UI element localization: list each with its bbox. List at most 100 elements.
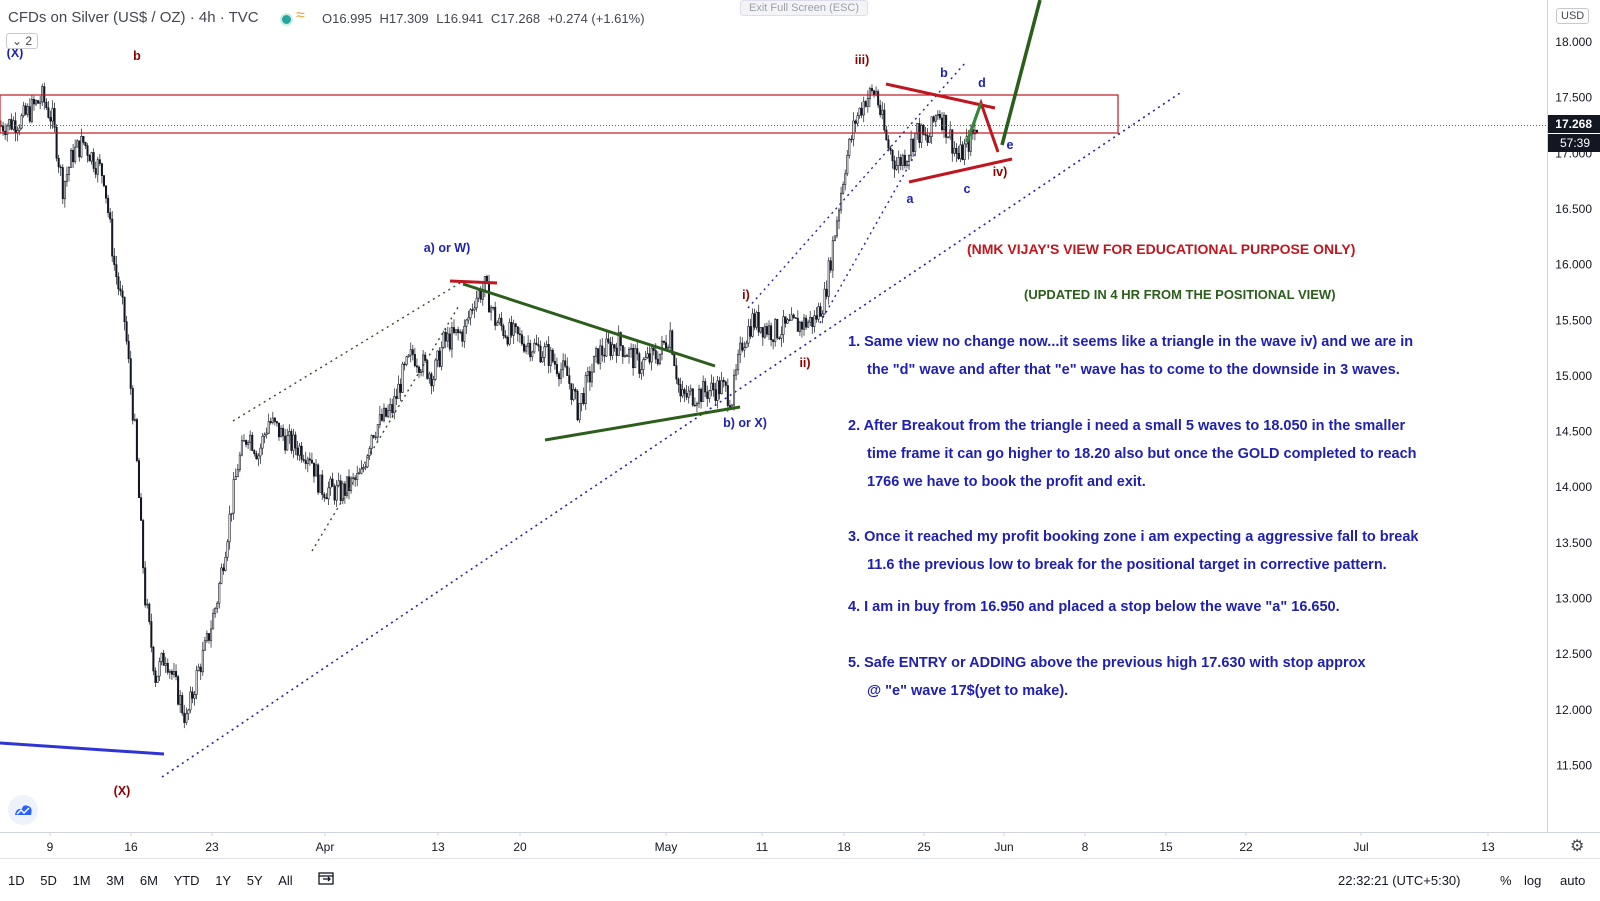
time-tick: 23 <box>205 840 219 854</box>
candle-body <box>162 652 165 666</box>
candle-body <box>516 326 519 335</box>
range-1m[interactable]: 1M <box>72 873 91 888</box>
candle-body <box>685 393 688 398</box>
candle-body <box>844 173 847 185</box>
auto-scale-button[interactable]: auto <box>1560 873 1586 888</box>
candle-body <box>352 477 355 479</box>
candle-body <box>426 360 429 379</box>
goto-date-icon[interactable] <box>318 871 334 885</box>
candle-body <box>603 354 606 357</box>
candle-body <box>259 447 262 457</box>
candle-body <box>502 325 505 336</box>
candle-body <box>409 349 412 356</box>
candle-body <box>809 316 812 323</box>
candle-body <box>757 311 760 333</box>
currency-button[interactable]: USD <box>1556 8 1590 24</box>
range-6m[interactable]: 6M <box>139 873 158 888</box>
candle-body <box>255 453 258 460</box>
price-flags: 17.268 57:39 <box>1548 115 1600 152</box>
candle-body <box>63 181 66 200</box>
annotation-line: 2. After Breakout from the triangle i ne… <box>848 418 1405 434</box>
price-axis[interactable]: 18.00017.50017.00016.50016.00015.50015.0… <box>1555 35 1592 772</box>
candle-body <box>640 369 643 374</box>
candle-body <box>938 113 941 119</box>
candle-body <box>551 349 554 362</box>
clock[interactable]: 22:32:21 (UTC+5:30) <box>1338 873 1461 888</box>
candle-body <box>582 393 585 404</box>
candle-body <box>566 365 569 376</box>
candle-body <box>123 296 126 323</box>
annotation-subtitle: (UPDATED IN 4 HR FROM THE POSITIONAL VIE… <box>1024 287 1336 302</box>
candle-body <box>271 417 274 424</box>
candle-body <box>735 369 738 376</box>
candle-body <box>650 347 653 363</box>
candle-body <box>609 341 612 356</box>
candle-body <box>916 123 919 134</box>
candle-body <box>638 353 641 374</box>
candle-body <box>148 603 151 622</box>
close-value: C17.268 <box>490 11 541 26</box>
annotation-line: 5. Safe ENTRY or ADDING above the previo… <box>848 655 1366 671</box>
candle-body <box>646 353 649 358</box>
price-chart[interactable]: 18.00017.50017.00016.50016.00015.50015.0… <box>0 0 1600 858</box>
percent-scale-button[interactable]: % <box>1500 873 1512 888</box>
candle-body <box>885 129 888 141</box>
candle-body <box>595 348 598 357</box>
candle-body <box>780 334 783 339</box>
candle-body <box>848 138 851 156</box>
candle-body <box>407 354 410 358</box>
candle-body <box>574 389 577 392</box>
candle-body <box>936 113 939 117</box>
settings-gear-icon[interactable]: ⚙ <box>1570 838 1585 855</box>
range-3m[interactable]: 3M <box>106 873 125 888</box>
range-ytd[interactable]: YTD <box>173 873 200 888</box>
candle-body <box>131 388 134 421</box>
candle-body <box>819 306 822 317</box>
candle-body <box>205 633 208 642</box>
symbol-title[interactable]: CFDs on Silver (US$ / OZ) · 4h · TVC <box>8 9 259 26</box>
candle-body <box>230 512 233 515</box>
candle-body <box>831 240 834 271</box>
range-5y[interactable]: 5Y <box>246 873 263 888</box>
candle-body <box>689 388 692 392</box>
candle-body <box>88 155 91 162</box>
candle-body <box>811 316 814 327</box>
candle-body <box>156 675 159 683</box>
candle-body <box>16 130 19 133</box>
candle-body <box>142 520 145 569</box>
candle-body <box>710 382 713 392</box>
triangle-bottom <box>544 405 741 442</box>
candle-body <box>877 91 880 106</box>
candle-body <box>796 318 799 332</box>
exit-fullscreen-button[interactable]: Exit Full Screen (ESC) <box>740 0 869 16</box>
candle-body <box>432 379 435 387</box>
wave-label: iii) <box>855 53 870 67</box>
candle-body <box>107 197 110 213</box>
candle-body <box>133 419 136 421</box>
candle-body <box>296 447 299 456</box>
candle-body <box>590 371 593 383</box>
tradingview-logo[interactable] <box>8 795 38 825</box>
candles <box>0 82 978 729</box>
time-axis[interactable]: 9 16 23 Apr 13 20 May 11 18 25 Jun 8 15 22 Jul 13 <box>47 832 1495 854</box>
candle-body <box>105 185 108 199</box>
range-1d[interactable]: 1D <box>8 873 25 888</box>
candle-body <box>798 321 801 332</box>
candle-body <box>767 325 771 335</box>
wave-label: b) or X) <box>723 416 767 430</box>
range-buttons: 1D 5D 1M 3M 6M YTD 1Y 5Y All <box>8 873 305 888</box>
candle-body <box>708 390 711 399</box>
indicator-toggle[interactable]: ⌄ 2 <box>6 33 39 49</box>
range-5d[interactable]: 5D <box>40 873 57 888</box>
candle-body <box>391 404 394 414</box>
candle-body <box>677 378 680 385</box>
log-scale-button[interactable]: log <box>1524 873 1542 888</box>
candle-body <box>879 104 882 116</box>
candle-body <box>457 329 460 334</box>
candle-body <box>207 633 211 641</box>
range-1y[interactable]: 1Y <box>215 873 232 888</box>
range-all[interactable]: All <box>278 873 293 888</box>
candle-body <box>317 464 320 493</box>
candle-body <box>273 417 276 422</box>
time-tick: 25 <box>917 840 931 854</box>
